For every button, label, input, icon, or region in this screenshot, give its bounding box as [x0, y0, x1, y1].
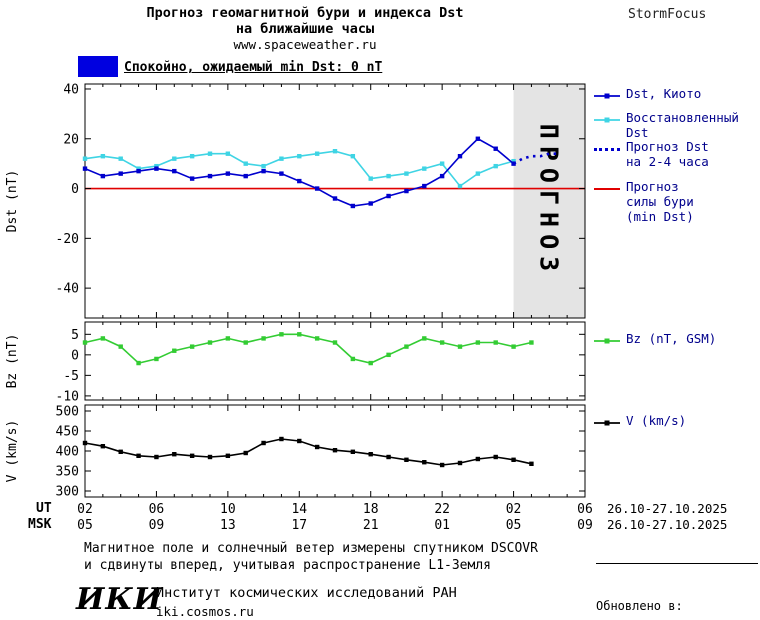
- ut-date-range: 26.10-27.10.2025: [607, 501, 728, 516]
- dst-restored-marker-icon: [594, 113, 620, 140]
- msk-axis-label: MSK: [28, 517, 52, 532]
- svg-text:350: 350: [56, 465, 79, 480]
- svg-text:06: 06: [577, 502, 593, 517]
- legend-storm-forecast-line1: Прогноз: [626, 179, 679, 194]
- svg-text:09: 09: [149, 518, 165, 533]
- updated-label: Обновлено в:: [596, 599, 683, 613]
- storm-forecast-marker-icon: [594, 188, 620, 190]
- legend-dst-forecast-label: Прогноз Dst на 2-4 часа: [626, 139, 709, 169]
- legend-v-label: V (km/s): [626, 413, 687, 428]
- svg-text:21: 21: [363, 518, 379, 533]
- iki-site-url: iki.cosmos.ru: [156, 604, 254, 619]
- note-line-1: Магнитное поле и солнечный ветер измерен…: [84, 541, 538, 556]
- svg-text:09: 09: [577, 518, 593, 533]
- svg-text:40: 40: [63, 83, 79, 97]
- svg-text:0: 0: [71, 348, 79, 363]
- legend-dst-forecast: Прогноз Dst на 2-4 часа: [594, 139, 709, 169]
- legend-dst-forecast-line1: Прогноз Dst: [626, 139, 709, 154]
- quiet-level-label: Спокойно, ожидаемый min Dst: 0 nT: [124, 60, 383, 75]
- svg-text:Bz (nT): Bz (nT): [5, 334, 20, 389]
- bz-chart: 5 0 -5 -10 Bz (nT): [5, 321, 586, 403]
- source-url: www.spaceweather.ru: [233, 37, 377, 52]
- svg-text:-40: -40: [56, 282, 79, 297]
- quiet-level-swatch: [78, 56, 118, 77]
- ut-axis-label: UT: [36, 501, 52, 516]
- svg-text:14: 14: [291, 502, 307, 517]
- iki-logo: ИКИ: [76, 582, 163, 617]
- updated-block: Обновлено в: UT 02:05, 27.10.2025 MSK 05…: [596, 563, 758, 620]
- svg-text:20: 20: [63, 132, 79, 147]
- svg-text:02: 02: [506, 502, 522, 517]
- dst-chart: ПРОГНОЗ 40 20 0 -20 -40 Dst (nT): [5, 83, 586, 319]
- legend-dst-kyoto-label: Dst, Киото: [626, 86, 702, 101]
- dst-forecast-marker-icon: [594, 148, 620, 151]
- legend-storm-forecast-label: Прогноз силы бури (min Dst): [626, 179, 694, 224]
- svg-text:05: 05: [506, 518, 522, 533]
- svg-text:02: 02: [77, 502, 93, 517]
- legend-bz: Bz (nT, GSM): [594, 331, 716, 349]
- legend-storm-forecast-line3: (min Dst): [626, 209, 694, 224]
- svg-text:450: 450: [56, 425, 79, 440]
- svg-text:0: 0: [71, 182, 79, 197]
- svg-text:17: 17: [291, 518, 307, 533]
- chart-title-block: Прогноз геомагнитной бури и индекса Dst …: [40, 5, 570, 53]
- svg-text:06: 06: [149, 502, 165, 517]
- legend-dst-restored-label: Восстановленный Dst: [626, 110, 739, 140]
- svg-text:01: 01: [434, 518, 450, 533]
- svg-text:400: 400: [56, 445, 79, 460]
- svg-text:5: 5: [71, 328, 79, 343]
- svg-text:-20: -20: [56, 232, 79, 247]
- svg-text:05: 05: [77, 518, 93, 533]
- svg-text:-5: -5: [63, 369, 79, 384]
- legend-bz-label: Bz (nT, GSM): [626, 331, 717, 346]
- svg-text:22: 22: [434, 502, 450, 517]
- svg-text:300: 300: [56, 485, 79, 500]
- legend-dst-kyoto: Dst, Киото: [594, 86, 701, 104]
- legend-dst-forecast-line2: на 2-4 часа: [626, 154, 709, 169]
- legend-storm-forecast: Прогноз силы бури (min Dst): [594, 179, 694, 224]
- note-line-2: и сдвинуты вперед, учитывая распростране…: [84, 558, 491, 573]
- svg-text:V (km/s): V (km/s): [5, 420, 20, 483]
- svg-text:10: 10: [220, 502, 236, 517]
- title-line-1: Прогноз геомагнитной бури и индекса Dst: [146, 5, 464, 21]
- legend-storm-forecast-line2: силы бури: [626, 194, 694, 209]
- svg-text:500: 500: [56, 405, 79, 420]
- svg-text:18: 18: [363, 502, 379, 517]
- institute-name: Институт космических исследований РАН: [156, 585, 457, 601]
- title-line-2: на ближайшие часы: [235, 21, 375, 37]
- svg-text:Dst (nT): Dst (nT): [5, 170, 20, 233]
- svg-text:-10: -10: [56, 389, 79, 403]
- bz-marker-icon: [594, 334, 620, 349]
- v-marker-icon: [594, 416, 620, 431]
- svg-text:ПРОГНОЗ: ПРОГНОЗ: [534, 124, 563, 278]
- legend-dst-restored: Восстановленный Dst: [594, 110, 739, 140]
- legend-dst-restored-line1: Восстановленный: [626, 110, 739, 125]
- legend-v: V (km/s): [594, 413, 686, 431]
- svg-text:13: 13: [220, 518, 236, 533]
- legend-dst-restored-line2: Dst: [626, 125, 649, 140]
- brand-stormfocus: StormFocus: [628, 7, 707, 22]
- dst-kyoto-marker-icon: [594, 89, 620, 104]
- msk-date-range: 26.10-27.10.2025: [607, 517, 728, 532]
